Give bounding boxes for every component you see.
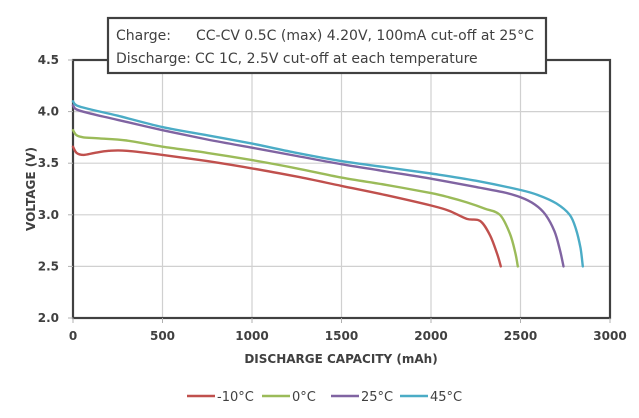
y-tick-label: 3.0 <box>38 208 59 222</box>
annotation-charge-label: Charge: <box>116 28 171 44</box>
x-axis-label: DISCHARGE CAPACITY (mAh) <box>244 352 437 366</box>
series-line-minus10C <box>71 145 502 268</box>
y-tick-label: 2.5 <box>38 259 59 273</box>
y-tick-label: 4.5 <box>38 53 59 67</box>
legend-label: 25°C <box>361 390 393 405</box>
legend-label: -10°C <box>217 390 254 405</box>
x-tick-label: 1000 <box>235 329 268 343</box>
y-axis-ticks: 2.0 2.5 3.0 3.5 4.0 4.5 <box>38 53 73 325</box>
x-axis-ticks: 0 500 1000 1500 2000 2500 3000 <box>69 318 627 343</box>
y-tick-label: 4.0 <box>38 105 59 119</box>
series-group <box>71 100 584 268</box>
legend: -10°C 0°C 25°C 45°C <box>187 390 462 405</box>
series-line-0C <box>71 129 519 268</box>
series-line-25C <box>71 104 565 268</box>
x-tick-label: 3000 <box>593 329 626 343</box>
legend-label: 45°C <box>430 390 462 405</box>
x-tick-label: 2500 <box>504 329 537 343</box>
x-tick-label: 2000 <box>414 329 447 343</box>
y-tick-label: 2.0 <box>38 311 59 325</box>
series-line-45C <box>71 100 584 268</box>
annotation-discharge-label: Discharge: <box>116 51 191 67</box>
annotation-charge-text: CC-CV 0.5C (max) 4.20V, 100mA cut-off at… <box>196 28 534 44</box>
annotation-box: Charge: CC-CV 0.5C (max) 4.20V, 100mA cu… <box>106 16 548 75</box>
x-tick-label: 0 <box>69 329 77 343</box>
x-tick-label: 500 <box>150 329 175 343</box>
y-tick-label: 3.5 <box>38 156 59 170</box>
annotation-frame <box>106 16 548 75</box>
x-tick-label: 1500 <box>325 329 358 343</box>
annotation-discharge-text: CC 1C, 2.5V cut-off at each temperature <box>195 51 478 67</box>
legend-label: 0°C <box>292 390 316 405</box>
y-axis-label: VOLTAGE (V) <box>24 147 38 231</box>
gridlines <box>73 60 610 318</box>
